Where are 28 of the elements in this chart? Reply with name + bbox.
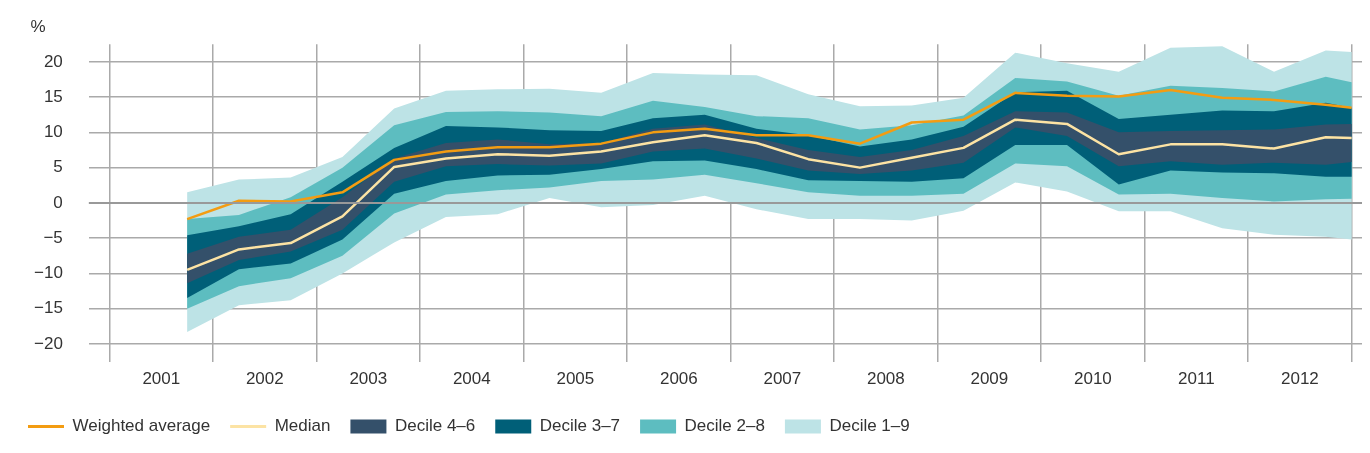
y-axis-title: % bbox=[30, 17, 46, 36]
legend-label: Decile 4–6 bbox=[394, 416, 476, 436]
x-tick-label: 2010 bbox=[1073, 369, 1112, 389]
x-tick-label: 2001 bbox=[142, 369, 181, 389]
y-tick-label: 5 bbox=[53, 157, 63, 177]
x-tick-label: 2003 bbox=[349, 369, 388, 389]
legend-label: Decile 2–8 bbox=[684, 416, 765, 436]
y-tick-label: 15 bbox=[43, 86, 63, 106]
y-tick-label: −15 bbox=[33, 298, 63, 318]
y-tick-label: −20 bbox=[33, 333, 63, 353]
y-tick-label: −10 bbox=[33, 263, 63, 283]
x-tick-label: 2007 bbox=[763, 369, 802, 389]
x-tick-label: 2006 bbox=[659, 369, 698, 389]
x-tick-label: 2011 bbox=[1178, 369, 1215, 389]
legend-label: Weighted average bbox=[72, 416, 211, 436]
x-tick-label: 2009 bbox=[970, 369, 1009, 389]
x-tick-label: 2002 bbox=[245, 369, 284, 389]
y-tick-label: 10 bbox=[43, 122, 63, 142]
x-tick-label: 2005 bbox=[556, 369, 595, 389]
legend-label: Decile 3–7 bbox=[539, 416, 621, 436]
legend-label: Decile 1–9 bbox=[829, 416, 910, 436]
y-tick-label: −5 bbox=[43, 227, 63, 247]
x-tick-label: 2012 bbox=[1280, 369, 1319, 389]
y-tick-label: 20 bbox=[43, 51, 63, 71]
y-tick-label: 0 bbox=[53, 192, 63, 212]
legend-label: Median bbox=[274, 416, 331, 436]
x-tick-label: 2004 bbox=[452, 369, 491, 389]
x-tick-label: 2008 bbox=[866, 369, 905, 389]
